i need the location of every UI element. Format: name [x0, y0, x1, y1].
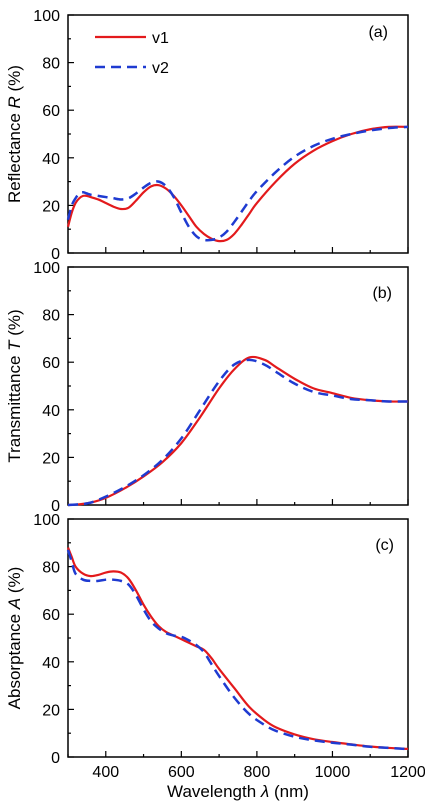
panel-b-ytick-label: 100: [33, 260, 60, 277]
panel-b-ytick-label: 80: [42, 308, 60, 325]
panel-b-ylabel: Transmittance T (%): [5, 309, 24, 462]
panel-a-ytick-label: 60: [42, 103, 60, 120]
x-tick-label: 400: [92, 764, 119, 781]
panel-b-ytick-label: 0: [51, 498, 60, 515]
x-tick-label: 600: [168, 764, 195, 781]
panel-c-series: [66, 547, 409, 751]
series-line-v1-panel-a: [66, 125, 409, 243]
legend-label-v1: v1: [152, 30, 169, 47]
panel-c-ytick-label: 0: [51, 750, 60, 767]
panel-c-ytick-label: 60: [42, 607, 60, 624]
panel-a-ylabel: Reflectance R (%): [5, 65, 24, 203]
series-line-v2-panel-a: [66, 125, 409, 242]
panel-a: 0 20 40 60 80 100 (a) Reflectance R (%) v1 v2: [5, 8, 409, 263]
panel-a-ytick-label: 20: [42, 198, 60, 215]
panel-c-label: (c): [375, 537, 394, 554]
series-line-v1-panel-b: [67, 355, 409, 507]
panel-a-ytick-label: 0: [51, 246, 60, 263]
x-tick-label: 1000: [315, 764, 351, 781]
legend: v1 v2: [95, 30, 169, 77]
panel-b-ticks: [67, 266, 409, 506]
series-line-v2-panel-c: [66, 549, 409, 751]
panel-b-ytick-label: 40: [42, 403, 60, 420]
x-tick-label: 800: [244, 764, 271, 781]
series-line-v2-panel-b: [67, 358, 409, 507]
panel-c-ytick-label: 80: [42, 560, 60, 577]
panel-b-frame: [67, 266, 409, 506]
series-line-v1-panel-c: [66, 547, 409, 751]
panel-c-ticks: [67, 518, 409, 758]
panel-a-ytick-label: 100: [33, 8, 60, 25]
panel-c-tick-labels: 0 20 40 60 80 100: [33, 512, 60, 767]
panel-b-label: (b): [372, 285, 392, 302]
panel-b-ytick-label: 60: [42, 355, 60, 372]
panel-b-series: [67, 355, 409, 507]
panel-c-ylabel: Absorptance A (%): [5, 567, 24, 710]
panel-a-ytick-label: 80: [42, 56, 60, 73]
panel-a-series: [66, 125, 409, 243]
x-tick-label: 1200: [390, 764, 425, 781]
x-axis-label: Wavelength λ (nm): [167, 782, 309, 801]
panel-a-ytick-label: 40: [42, 151, 60, 168]
panel-b: 0 20 40 60 80 100 (b) Transmittance T (%): [5, 260, 409, 515]
panel-c-ytick-label: 20: [42, 702, 60, 719]
legend-label-v2: v2: [152, 60, 169, 77]
panel-a-tick-labels: 0 20 40 60 80 100: [33, 8, 60, 263]
panel-b-ytick-label: 20: [42, 450, 60, 467]
panel-c-ytick-label: 40: [42, 655, 60, 672]
panel-a-ticks: [67, 14, 409, 254]
panel-c: 0 20 40 60 80 100 (c) Absorptance A (%) 400 60…: [5, 512, 425, 801]
panel-b-tick-labels: 0 20 40 60 80 100: [33, 260, 60, 515]
x-tick-labels: 400 600 800 1000 1200: [92, 764, 425, 781]
panel-c-ytick-label: 100: [33, 512, 60, 529]
panel-a-label: (a): [368, 24, 388, 41]
panel-c-frame: [67, 518, 409, 758]
